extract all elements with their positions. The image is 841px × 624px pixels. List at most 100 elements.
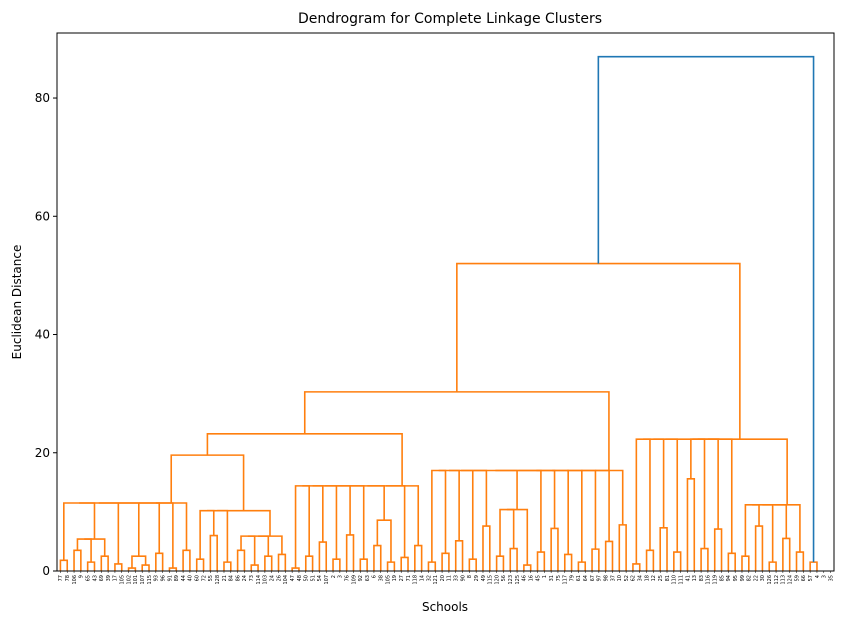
leaf-label: 2 <box>331 575 337 578</box>
y-tick-label: 0 <box>42 564 50 578</box>
dendrogram-link <box>645 549 655 571</box>
leaf-label: 104 <box>283 575 289 585</box>
leaf-label: 24 <box>242 575 248 581</box>
leaf-label: 115 <box>488 575 494 585</box>
x-axis: 77 78 106 9 65 43 69 39 17 105 102 101 107 115 93 96 91 8… <box>58 571 834 585</box>
leaf-label: 69 <box>99 575 105 581</box>
leaf-label: 20 <box>440 575 446 581</box>
dendrogram-link <box>76 538 92 563</box>
leaf-label: 109 <box>351 575 357 585</box>
dendrogram-link <box>431 469 447 563</box>
dendrogram-link <box>782 537 791 571</box>
leaf-label: 35 <box>828 575 834 581</box>
leaf-label: 60 <box>195 575 201 581</box>
dendrogram-link <box>604 540 614 571</box>
leaf-label: 3 <box>338 575 344 578</box>
leaf-label: 105 <box>385 575 391 585</box>
leaf-label: 115 <box>147 575 153 585</box>
dendrogram-link <box>100 555 109 571</box>
leaf-label: 125 <box>515 575 521 585</box>
leaf-label: 73 <box>249 575 255 581</box>
dendrogram-link <box>258 535 283 555</box>
dendrogram-link <box>240 535 256 566</box>
leaf-label: 91 <box>167 575 173 581</box>
dendrogram-link <box>114 563 123 571</box>
leaf-label: 113 <box>781 575 787 585</box>
leaf-label: 76 <box>344 575 350 581</box>
leaf-label: 51 <box>310 575 316 581</box>
dendrogram-link <box>692 438 788 505</box>
leaf-label: 81 <box>665 575 671 581</box>
leaf-label: 112 <box>774 575 780 585</box>
dendrogram-link <box>63 502 96 561</box>
leaf-label: 75 <box>556 575 562 581</box>
leaf-label: 65 <box>85 575 91 581</box>
dendrogram-link <box>168 567 178 571</box>
dendrogram-link <box>332 558 341 571</box>
leaf-label: 45 <box>535 575 541 581</box>
dendrogram-link <box>385 485 420 546</box>
dendrogram-link <box>359 558 368 571</box>
dendrogram-link <box>577 561 587 571</box>
chart-title: Dendrogram for Complete Linkage Clusters <box>298 11 602 27</box>
leaf-label: 16 <box>528 575 534 581</box>
leaf-label: 71 <box>406 575 412 581</box>
dendrogram-link <box>595 469 624 525</box>
leaf-label: 18 <box>644 575 650 581</box>
leaf-label: 41 <box>685 575 691 581</box>
leaf-label: 4 <box>815 575 821 578</box>
dendrogram-link <box>523 564 532 571</box>
dendrogram-link <box>809 561 818 571</box>
leaf-label: 30 <box>760 575 766 581</box>
leaf-label: 86 <box>235 575 241 581</box>
dendrogram-link <box>304 555 314 571</box>
leaf-label: 49 <box>481 575 487 581</box>
leaf-label: 46 <box>522 575 528 581</box>
leaf-label: 95 <box>733 575 739 581</box>
leaf-label: 50 <box>304 575 310 581</box>
dendrogram-link <box>73 549 82 571</box>
y-tick-label: 20 <box>35 446 50 460</box>
dendrogram-link <box>217 509 271 537</box>
leaf-label: 61 <box>576 575 582 581</box>
leaf-label: 52 <box>624 575 630 581</box>
leaf-label: 34 <box>638 575 644 581</box>
leaf-label: 29 <box>474 575 480 581</box>
leaf-label: 59 <box>794 575 800 581</box>
leaf-label: 94 <box>726 575 732 581</box>
y-tick-label: 80 <box>35 91 50 105</box>
leaf-label: 40 <box>188 575 194 581</box>
leaf-label: 19 <box>392 575 398 581</box>
leaf-label: 62 <box>631 575 637 581</box>
leaf-label: 105 <box>120 575 126 585</box>
leaf-label: 47 <box>290 575 296 581</box>
leaf-label: 43 <box>92 575 98 581</box>
leaf-label: 26 <box>276 575 282 581</box>
dendrogram-link <box>768 561 777 571</box>
dendrogram-link <box>206 433 403 486</box>
leaf-label: 21 <box>222 575 228 581</box>
dendrogram-link <box>303 391 610 471</box>
leaf-label: 33 <box>454 575 460 581</box>
leaf-label: 13 <box>692 575 698 581</box>
leaf-label: 102 <box>126 575 132 585</box>
leaf-label: 111 <box>678 575 684 585</box>
leaf-label: 124 <box>787 575 793 585</box>
dendrogram-link <box>141 564 150 571</box>
leaf-label: 27 <box>399 575 405 581</box>
leaf-label: 37 <box>610 575 616 581</box>
dendrogram-link <box>195 558 205 571</box>
y-tick-label: 40 <box>35 328 50 342</box>
dendrogram-link <box>291 567 300 571</box>
leaf-label: 57 <box>808 575 814 581</box>
leaf-label: 8 <box>467 575 473 578</box>
dendrogram-link <box>386 561 396 571</box>
leaf-label: 10 <box>617 575 623 581</box>
dendrogram-link <box>264 555 273 571</box>
leaf-label: 17 <box>113 575 119 581</box>
dendrogram-link <box>427 561 437 571</box>
dendrogram-link <box>495 555 505 571</box>
y-axis: 0 20 40 60 80 <box>35 91 57 578</box>
leaf-label: 56 <box>501 575 507 581</box>
